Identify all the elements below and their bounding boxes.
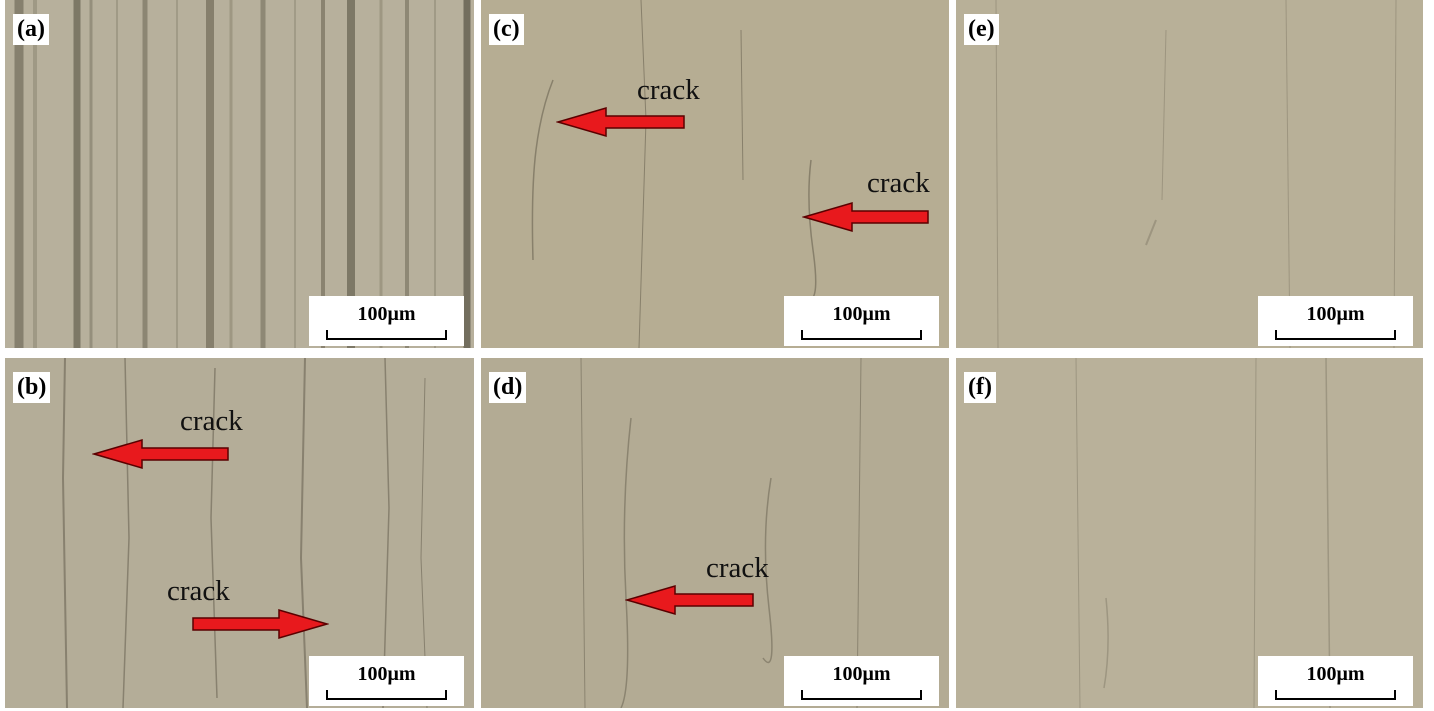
scale-bar-b: 100μm (309, 656, 464, 706)
crack-label: crack (167, 575, 230, 607)
micrograph-panel-c: (c) crack crack 100μm (481, 0, 949, 348)
crack-label: crack (637, 74, 700, 106)
crack-arrow-left-icon (556, 107, 685, 137)
micrograph-f-image (956, 358, 1423, 708)
micrograph-panel-d: (d) crack 100μm (481, 358, 949, 708)
micrograph-c-image (481, 0, 949, 348)
scale-bar-c: 100μm (784, 296, 939, 346)
scale-line-a (326, 330, 447, 340)
panel-label-e: (e) (964, 14, 999, 45)
scale-line-e (1275, 330, 1396, 340)
crack-arrow-left-icon (802, 202, 929, 232)
scale-label-b: 100μm (357, 663, 416, 685)
crack-arrow-right-icon (192, 609, 329, 639)
panel-label-b: (b) (13, 372, 51, 403)
micrograph-panel-a: (a) 100μm (5, 0, 474, 348)
scale-label-f: 100μm (1306, 663, 1365, 685)
micrograph-a-image (5, 0, 474, 348)
crack-label: crack (180, 405, 243, 437)
panel-label-f: (f) (964, 372, 996, 403)
scale-bar-d: 100μm (784, 656, 939, 706)
scale-label-a: 100μm (357, 303, 416, 325)
scale-label-e: 100μm (1306, 303, 1365, 325)
micrograph-panel-b: (b) crack crack 100μm (5, 358, 474, 708)
scale-bar-f: 100μm (1258, 656, 1413, 706)
panel-label-c: (c) (489, 14, 524, 45)
scale-line-f (1275, 690, 1396, 700)
panel-label-d: (d) (489, 372, 527, 403)
micrograph-d-image (481, 358, 949, 708)
crack-label: crack (706, 552, 769, 584)
micrograph-panel-e: (e) 100μm (956, 0, 1423, 348)
scale-label-c: 100μm (832, 303, 891, 325)
crack-label: crack (867, 167, 930, 199)
crack-arrow-left-icon (625, 585, 754, 615)
micrograph-panel-f: (f) 100μm (956, 358, 1423, 708)
micrograph-e-image (956, 0, 1423, 348)
scale-line-b (326, 690, 447, 700)
panel-label-a: (a) (13, 14, 49, 45)
scale-bar-a: 100μm (309, 296, 464, 346)
crack-arrow-left-icon (92, 439, 229, 469)
scale-line-c (801, 330, 922, 340)
scale-bar-e: 100μm (1258, 296, 1413, 346)
micrograph-b-image (5, 358, 474, 708)
scale-label-d: 100μm (832, 663, 891, 685)
scale-line-d (801, 690, 922, 700)
